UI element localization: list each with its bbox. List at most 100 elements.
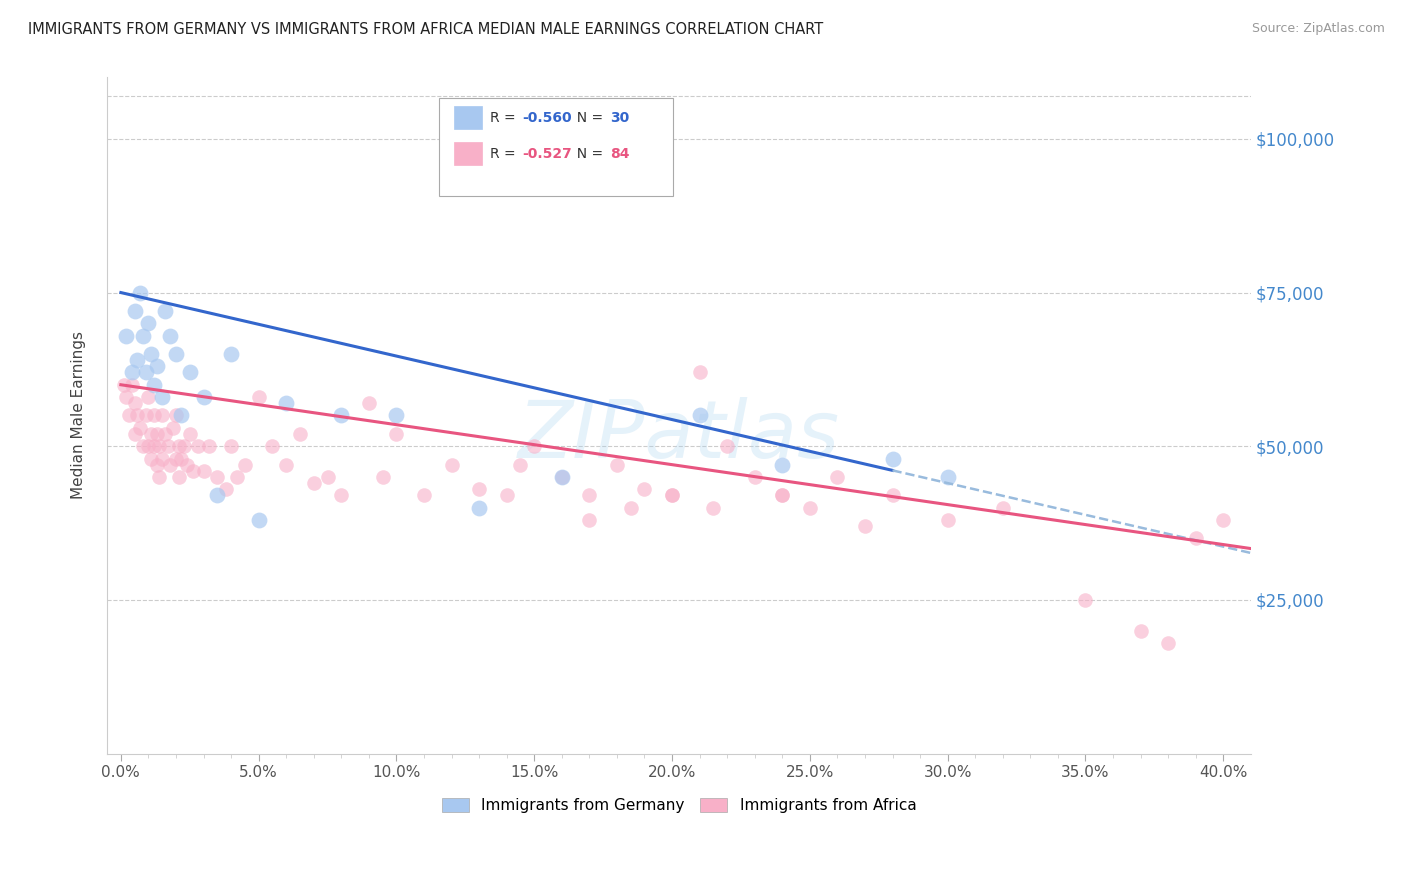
Point [551,470,574,484]
Point [276,396,298,410]
Text: R =: R = [491,111,520,125]
Point [578,513,600,527]
Point [633,482,655,496]
Point [115,390,138,404]
Point [468,500,491,515]
Point [148,470,170,484]
Point [179,426,201,441]
Point [179,366,201,380]
Point [150,390,173,404]
Point [142,439,165,453]
Text: 30: 30 [610,111,630,125]
Point [207,488,229,502]
Point [135,409,157,423]
Point [141,426,163,441]
Point [167,470,190,484]
Point [936,470,959,484]
Point [247,513,270,527]
Text: ZIPatlas: ZIPatlas [517,397,839,475]
Point [132,328,155,343]
Point [156,439,179,453]
Point [770,488,793,502]
Point [138,439,160,453]
Text: -0.560: -0.560 [522,111,572,125]
Text: Source: ZipAtlas.com: Source: ZipAtlas.com [1251,22,1385,36]
Point [115,328,138,343]
Point [225,470,247,484]
Point [1129,624,1152,638]
Point [165,347,187,361]
Point [606,458,628,472]
Point [148,439,170,453]
Point [770,458,793,472]
Point [262,439,284,453]
FancyBboxPatch shape [439,98,673,195]
Point [159,458,181,472]
Point [165,409,187,423]
Point [233,458,256,472]
Text: N =: N = [568,147,607,161]
Point [288,426,311,441]
Point [121,366,143,380]
Point [138,390,160,404]
Text: 84: 84 [610,147,630,161]
Point [936,513,959,527]
FancyBboxPatch shape [454,106,482,129]
Point [744,470,766,484]
Point [127,409,149,423]
Point [214,482,236,496]
Point [135,366,157,380]
Point [141,347,163,361]
Point [124,426,146,441]
Point [620,500,643,515]
Point [523,439,546,453]
Point [509,458,531,472]
Point [181,464,204,478]
Point [138,316,160,330]
Point [1184,532,1206,546]
Text: N =: N = [568,111,607,125]
Text: R =: R = [491,147,520,161]
Point [121,377,143,392]
Point [799,500,821,515]
Point [162,421,184,435]
Point [247,390,270,404]
Point [173,439,195,453]
Point [316,470,339,484]
Point [882,488,904,502]
Point [689,366,711,380]
Point [357,396,380,410]
Point [991,500,1014,515]
Point [193,390,215,404]
Point [495,488,517,502]
Point [702,500,724,515]
Point [170,409,193,423]
Point [302,476,325,491]
Point [129,285,152,300]
Point [124,396,146,410]
Point [193,464,215,478]
Point [170,451,193,466]
Point [112,377,135,392]
Point [330,488,353,502]
Point [827,470,849,484]
Point [551,470,574,484]
Point [385,426,408,441]
Point [124,304,146,318]
Point [1157,636,1180,650]
Point [141,451,163,466]
Point [661,488,683,502]
Point [371,470,394,484]
Point [145,426,167,441]
FancyBboxPatch shape [454,142,482,165]
Point [1074,592,1097,607]
Point [142,377,165,392]
Point [276,458,298,472]
Point [132,439,155,453]
Point [1212,513,1234,527]
Point [150,451,173,466]
Point [145,458,167,472]
Point [716,439,738,453]
Point [142,409,165,423]
Y-axis label: Median Male Earnings: Median Male Earnings [72,332,86,500]
